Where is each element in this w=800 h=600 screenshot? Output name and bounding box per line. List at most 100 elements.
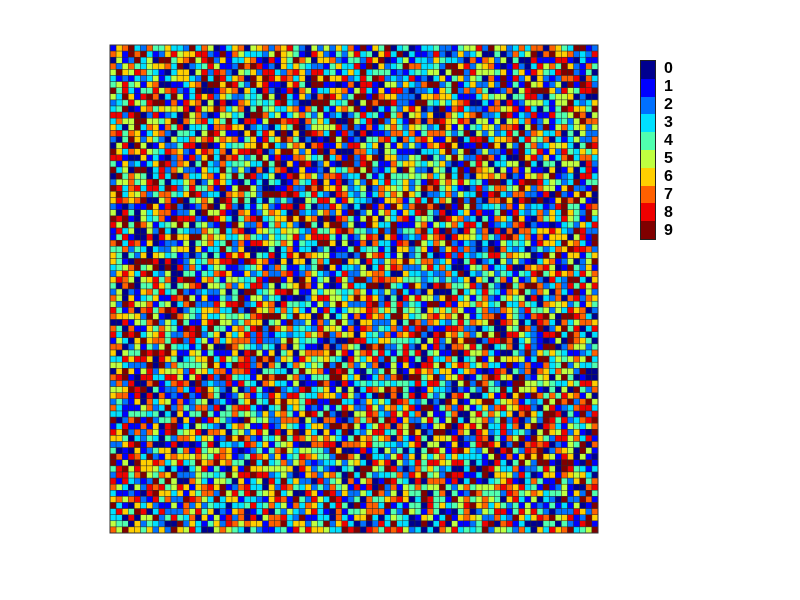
heatmap-cell — [128, 136, 135, 143]
heatmap-cell — [128, 343, 135, 351]
heatmap-cell — [176, 105, 184, 113]
heatmap-cell — [433, 172, 440, 180]
heatmap-cell — [487, 166, 495, 174]
heatmap-cell — [408, 191, 416, 198]
heatmap-cell — [506, 215, 513, 223]
heatmap-cell — [347, 63, 355, 70]
heatmap-cell — [158, 215, 166, 223]
heatmap-cell — [323, 313, 330, 320]
heatmap-cell — [353, 56, 361, 64]
heatmap-cell — [555, 148, 562, 156]
heatmap-cell — [201, 203, 208, 210]
heatmap-cell — [518, 288, 526, 296]
heatmap-cell — [182, 154, 190, 162]
heatmap-cell — [469, 307, 477, 314]
heatmap-cell — [579, 166, 587, 174]
heatmap-cell — [542, 380, 550, 387]
heatmap-cell — [500, 246, 507, 253]
heatmap-cell — [115, 117, 123, 125]
heatmap-cell — [530, 404, 538, 412]
heatmap-cell — [445, 130, 452, 137]
heatmap-cell — [494, 276, 501, 284]
heatmap-cell — [451, 361, 458, 369]
heatmap-cell — [317, 172, 324, 180]
heatmap-cell — [225, 276, 233, 284]
heatmap-cell — [225, 233, 233, 241]
heatmap-cell — [536, 87, 544, 95]
heatmap-cell — [304, 300, 312, 308]
heatmap-cell — [426, 172, 434, 180]
heatmap-cell — [323, 380, 330, 387]
heatmap-cell — [420, 404, 428, 412]
heatmap-cell — [201, 209, 208, 217]
heatmap-cell — [195, 282, 202, 290]
heatmap-cell — [341, 221, 349, 229]
heatmap-cell — [481, 416, 489, 424]
heatmap-cell — [396, 307, 404, 314]
heatmap-cell — [585, 264, 593, 271]
heatmap-cell — [250, 93, 257, 101]
heatmap-cell — [512, 117, 519, 125]
heatmap-cell — [219, 361, 227, 369]
heatmap-cell — [329, 154, 336, 162]
heatmap-cell — [463, 300, 471, 308]
heatmap-cell — [469, 398, 477, 406]
heatmap-cell — [536, 300, 544, 308]
heatmap-cell — [359, 276, 367, 284]
heatmap-cell — [341, 374, 349, 381]
heatmap-cell — [262, 239, 269, 247]
heatmap-cell — [481, 142, 489, 149]
heatmap-cell — [445, 111, 452, 119]
heatmap-cell — [359, 361, 367, 369]
heatmap-cell — [231, 258, 239, 265]
heatmap-cell — [115, 87, 123, 95]
heatmap-cell — [530, 203, 538, 210]
heatmap-cell — [292, 111, 300, 119]
heatmap-cell — [286, 264, 294, 271]
heatmap-cell — [542, 258, 550, 265]
heatmap-cell — [365, 87, 373, 95]
heatmap-cell — [237, 50, 245, 58]
heatmap-cell — [329, 343, 336, 351]
heatmap-cell — [311, 276, 318, 284]
heatmap-cell — [481, 75, 489, 82]
heatmap-cell — [256, 361, 263, 369]
heatmap-cell — [189, 386, 196, 393]
heatmap-cell — [408, 87, 416, 95]
heatmap-cell — [134, 313, 141, 320]
heatmap-cell — [109, 319, 117, 326]
heatmap-cell — [408, 410, 416, 418]
heatmap-cell — [213, 191, 221, 198]
heatmap-cell — [317, 276, 324, 284]
heatmap-cell — [396, 374, 404, 381]
heatmap-cell — [487, 63, 495, 70]
heatmap-cell — [506, 361, 513, 369]
heatmap-cell — [189, 233, 196, 241]
heatmap-cell — [500, 178, 507, 186]
heatmap-cell — [567, 233, 574, 241]
heatmap-cell — [341, 258, 349, 265]
heatmap-cell — [213, 160, 221, 168]
heatmap-cell — [579, 313, 587, 320]
heatmap-cell — [542, 325, 550, 332]
heatmap-cell — [439, 270, 446, 278]
heatmap-cell — [433, 166, 440, 174]
heatmap-cell — [414, 221, 422, 229]
heatmap-cell — [402, 44, 410, 52]
heatmap-cell — [195, 136, 202, 143]
heatmap-cell — [536, 148, 544, 156]
heatmap-cell — [195, 209, 202, 217]
heatmap-cell — [591, 130, 599, 137]
heatmap-cell — [426, 154, 434, 162]
heatmap-cell — [402, 111, 410, 119]
heatmap-cell — [201, 258, 208, 265]
heatmap-cell — [231, 307, 239, 314]
heatmap-cell — [402, 276, 410, 284]
heatmap-cell — [195, 117, 202, 125]
heatmap-cell — [231, 368, 239, 375]
heatmap-cell — [170, 56, 178, 64]
heatmap-cell — [231, 343, 239, 351]
heatmap-cell — [231, 416, 239, 424]
heatmap-cell — [372, 374, 379, 381]
heatmap-cell — [475, 99, 483, 107]
